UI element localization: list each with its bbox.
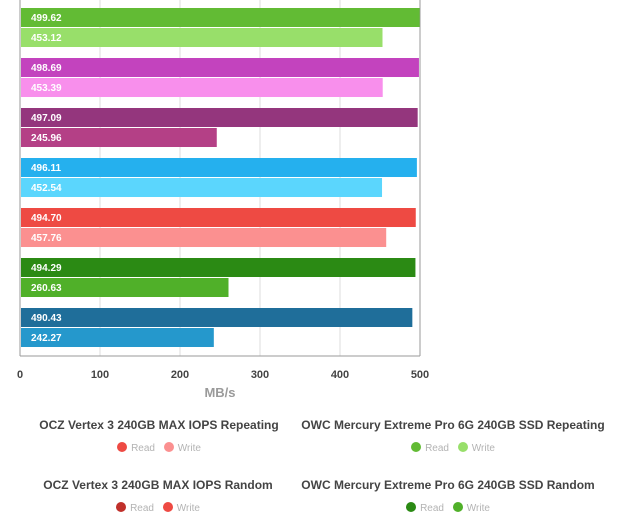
write-dot-icon	[162, 502, 173, 512]
read-dot-icon	[117, 442, 128, 452]
legend-read-label: Read	[420, 503, 444, 514]
bar-value-label: 497.09	[31, 113, 62, 124]
bar-read	[21, 108, 418, 127]
bar-read	[21, 308, 413, 327]
bar-value-label: 494.29	[31, 263, 62, 274]
bar-value-label: 452.54	[31, 183, 62, 194]
bar-write	[21, 228, 387, 247]
bar-write	[21, 78, 383, 97]
legend-write-label: Write	[177, 443, 201, 454]
bar-write	[21, 128, 217, 147]
bar-value-label: 490.43	[31, 313, 62, 324]
legend-read-label: Read	[130, 503, 154, 514]
legend-title: OWC Mercury Extreme Pro 6G 240GB SSD Ran…	[301, 478, 595, 492]
legend-item-write[interactable]: Write	[452, 502, 490, 514]
bar-read	[21, 158, 417, 177]
legend-item-write[interactable]: Write	[457, 442, 495, 454]
legend-group: OWC Mercury Extreme Pro 6G 240GB SSD Ran…	[286, 478, 610, 514]
bar-value-label: 242.27	[31, 333, 62, 344]
read-dot-icon	[116, 502, 127, 512]
bar-value-label: 499.62	[31, 13, 62, 24]
bar-read	[21, 208, 416, 227]
legend-title: OWC Mercury Extreme Pro 6G 240GB SSD Rep…	[301, 418, 605, 432]
x-tick-label: 200	[171, 369, 189, 381]
legend-read-label: Read	[425, 443, 449, 454]
legend-item-write[interactable]: Write	[162, 502, 200, 514]
bar-write	[21, 178, 383, 197]
x-tick-label: 300	[251, 369, 269, 381]
bar-value-label: 245.96	[31, 133, 62, 144]
legend-read-label: Read	[131, 443, 155, 454]
legend-title: OCZ Vertex 3 240GB MAX IOPS Repeating	[39, 418, 279, 432]
x-tick-label: 100	[91, 369, 109, 381]
bar-read	[21, 58, 419, 77]
bar-value-label: 453.39	[31, 83, 62, 94]
write-dot-icon	[163, 442, 174, 452]
bar-write	[21, 278, 229, 297]
legend-item-write[interactable]: Write	[163, 442, 201, 454]
write-dot-icon	[457, 442, 468, 452]
read-dot-icon	[406, 502, 417, 512]
bar-write	[21, 28, 383, 47]
bar-value-label: 457.76	[31, 233, 62, 244]
bar-read	[21, 258, 416, 277]
legend-group: OCZ Vertex 3 240GB MAX IOPS Repeating Re…	[0, 418, 318, 454]
legend-item-read[interactable]: Read	[406, 502, 444, 514]
bar-chart: 499.62 453.12 498.69 453.39 497.09 245.96 496.…	[17, 0, 429, 400]
legend-write-label: Write	[471, 443, 495, 454]
bar-read	[21, 8, 420, 27]
bar-write	[21, 328, 214, 347]
legend-group: OCZ Vertex 3 240GB MAX IOPS Random Read …	[0, 478, 316, 514]
legend-item-read[interactable]: Read	[117, 442, 155, 454]
legend-group: OWC Mercury Extreme Pro 6G 240GB SSD Rep…	[286, 418, 620, 454]
legend-item-read[interactable]: Read	[411, 442, 449, 454]
x-tick-label: 0	[17, 369, 23, 381]
bar-value-label: 494.70	[31, 213, 62, 224]
legend-write-label: Write	[466, 503, 490, 514]
x-tick-label: 400	[331, 369, 349, 381]
x-tick-label: 500	[411, 369, 429, 381]
bar-value-label: 498.69	[31, 63, 62, 74]
bar-value-label: 453.12	[31, 33, 62, 44]
bar-value-label: 496.11	[31, 163, 61, 174]
legend-write-label: Write	[176, 503, 200, 514]
legend-item-read[interactable]: Read	[116, 502, 154, 514]
write-dot-icon	[452, 502, 463, 512]
x-axis-title: MB/s	[204, 385, 235, 400]
bar-value-label: 260.63	[31, 283, 62, 294]
read-dot-icon	[411, 442, 422, 452]
legend-title: OCZ Vertex 3 240GB MAX IOPS Random	[43, 478, 273, 492]
